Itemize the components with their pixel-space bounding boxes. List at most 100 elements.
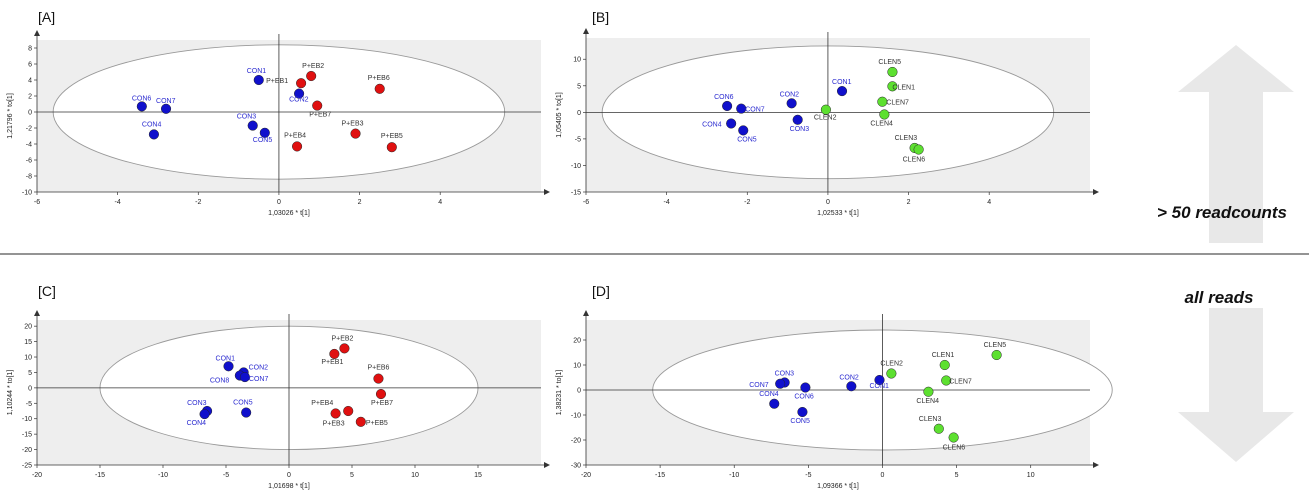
- point-label: P+EB5: [366, 420, 388, 427]
- data-point: [846, 381, 857, 392]
- x-axis-arrow-icon: [1093, 462, 1099, 468]
- panel-a: [A] -6 -4 -2 0 2 4 -10 -8 -6 -4 -2 0 2 4 6 8 1,03026 * t[…: [7, 9, 550, 217]
- x-tick-label: -2: [744, 199, 750, 206]
- y-tick-label: 10: [573, 57, 581, 64]
- data-point: [736, 103, 747, 114]
- data-point: [148, 129, 159, 140]
- point-label: CLEN1: [892, 84, 915, 91]
- point-label: CLEN4: [870, 120, 893, 127]
- point-label: CON1: [216, 355, 236, 362]
- point-label: P+EB7: [309, 112, 331, 119]
- data-point: [373, 373, 384, 384]
- point-label: CLEN7: [949, 379, 972, 386]
- point-label: CLEN7: [886, 100, 909, 107]
- point-label: CON6: [714, 94, 734, 101]
- x-axis-arrow-icon: [1093, 189, 1099, 195]
- data-point: [306, 70, 317, 82]
- down-arrow-icon: [1178, 308, 1294, 462]
- data-point: [877, 96, 888, 107]
- point-label: CON2: [839, 374, 859, 381]
- data-point: [786, 98, 797, 109]
- data-point: [386, 142, 397, 153]
- point-label: CON1: [832, 79, 852, 86]
- data-point: [722, 100, 733, 112]
- data-point: [294, 88, 305, 99]
- point-label: CON7: [749, 382, 769, 389]
- x-tick-label: 0: [826, 199, 830, 206]
- x-axis-label: 1,03026 * t[1]: [268, 210, 310, 217]
- x-tick-label: -4: [115, 199, 121, 206]
- data-point: [886, 368, 897, 379]
- x-tick-label: -5: [805, 472, 811, 479]
- data-point: [887, 66, 898, 78]
- x-tick-label: -10: [158, 472, 168, 479]
- y-tick-label: 10: [573, 363, 581, 370]
- y-tick-label: -6: [26, 158, 32, 165]
- point-label: CON4: [702, 121, 722, 128]
- x-tick-label: 0: [277, 199, 281, 206]
- data-point: [887, 81, 898, 92]
- x-tick-label: -6: [34, 199, 40, 206]
- data-point: [330, 408, 341, 419]
- y-tick-label: -10: [22, 190, 32, 197]
- data-point: [941, 375, 952, 386]
- point-label: CLEN4: [916, 398, 939, 405]
- x-tick-label: -10: [729, 472, 739, 479]
- data-point: [374, 83, 385, 94]
- x-tick-label: 4: [438, 199, 442, 206]
- data-point: [343, 405, 354, 417]
- y-tick-label: 2: [28, 94, 32, 101]
- point-label: CON8: [210, 378, 230, 385]
- x-axis-label: 1,02533 * t[1]: [817, 210, 859, 217]
- point-label: CON7: [156, 98, 176, 105]
- point-label: CON5: [253, 137, 273, 144]
- point-label: CON2: [249, 364, 269, 371]
- x-tick-label: -20: [581, 472, 591, 479]
- x-tick-label: 15: [474, 472, 482, 479]
- x-tick-label: 5: [955, 472, 959, 479]
- x-tick-label: -20: [32, 472, 42, 479]
- y-axis-arrow-icon: [34, 30, 40, 36]
- y-tick-label: -10: [571, 413, 581, 420]
- point-label: P+EB1: [321, 359, 343, 366]
- point-label: CLEN2: [814, 115, 837, 122]
- data-point: [913, 144, 924, 155]
- y-tick-label: 0: [28, 110, 32, 117]
- x-tick-label: -15: [655, 472, 665, 479]
- data-point: [239, 372, 250, 383]
- y-tick-label: 5: [28, 370, 32, 377]
- point-label: P+EB3: [342, 121, 364, 128]
- data-point: [292, 141, 303, 152]
- point-label: P+EB4: [311, 400, 333, 407]
- y-tick-label: -4: [26, 142, 32, 149]
- data-point: [874, 374, 885, 386]
- panel-d: [D]-20 -15 -10 -5 0 5 10-30-20-10010201,09366 …: [556, 283, 1113, 490]
- x-axis-arrow-icon: [544, 462, 550, 468]
- y-axis-label: 1,10244 * to[1]: [7, 370, 14, 416]
- point-label: P+EB6: [368, 75, 390, 82]
- point-label: CON4: [142, 121, 162, 128]
- data-point: [923, 386, 934, 397]
- y-tick-label: 8: [28, 46, 32, 53]
- x-tick-label: 0: [881, 472, 885, 479]
- y-tick-label: 0: [577, 388, 581, 395]
- data-point: [339, 343, 350, 354]
- y-tick-label: 4: [28, 78, 32, 85]
- point-label: CLEN6: [943, 445, 966, 452]
- data-point: [350, 128, 361, 139]
- data-point: [820, 104, 831, 115]
- data-point: [375, 388, 387, 400]
- data-point: [726, 118, 737, 129]
- x-tick-label: -2: [195, 199, 201, 206]
- data-point: [329, 348, 340, 359]
- point-label: CON5: [737, 136, 757, 143]
- point-label: CLEN5: [984, 342, 1007, 349]
- data-point: [836, 86, 848, 97]
- data-point: [800, 382, 811, 393]
- y-tick-label: -10: [571, 163, 581, 170]
- top-annotation: > 50 readcounts: [1157, 203, 1287, 222]
- data-point: [253, 74, 264, 86]
- y-tick-label: 6: [28, 62, 32, 69]
- data-point: [939, 359, 950, 371]
